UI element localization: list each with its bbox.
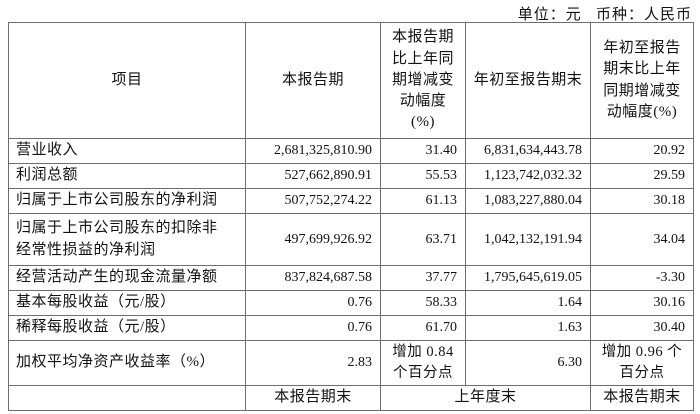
item-label-cell: 加权平均净资产收益率（%）: [8, 340, 246, 386]
value-cell: 30.16: [590, 290, 694, 316]
table-row: 营业收入 2,681,325,810.90 31.40 6,831,634,443.7…: [8, 138, 694, 164]
value-cell: 837,824,687.58: [245, 265, 381, 291]
value-cell: 6,831,634,443.78: [465, 138, 591, 164]
item-label-cell: 利润总额: [8, 163, 246, 189]
column-header-current-period-yoy-change: 本报告期 比上年同 期增减变 动幅度 (%): [380, 22, 466, 139]
value-cell: 20.92: [590, 138, 694, 164]
value-cell: 1.64: [465, 290, 591, 316]
value-cell: 63.71: [380, 213, 466, 266]
column-header-item: 项目: [8, 22, 246, 139]
secondary-header-row: 本报告期末 上年度末 本报告期末: [8, 385, 694, 411]
value-cell: 增加 0.96 个 百分点: [590, 340, 694, 386]
item-label-cell: 归属于上市公司股东的扣除非 经常性损益的净利润: [8, 213, 246, 266]
footer-empty-cell: [8, 385, 246, 411]
value-cell: 1,042,132,191.94: [465, 213, 591, 266]
value-cell: 30.40: [590, 315, 694, 341]
value-cell: 2,681,325,810.90: [245, 138, 381, 164]
value-cell: 507,752,274.22: [245, 188, 381, 214]
column-header-year-to-date: 年初至报告期末: [465, 22, 591, 139]
value-cell: 1,795,645,619.05: [465, 265, 591, 291]
value-cell: 497,699,926.92: [245, 213, 381, 266]
value-cell: 30.18: [590, 188, 694, 214]
value-cell: 0.76: [245, 290, 381, 316]
value-cell: 31.40: [380, 138, 466, 164]
footer-prior-year-end: 上年度末: [380, 385, 591, 411]
table-row: 加权平均净资产收益率（%） 2.83 增加 0.84 个百分点 6.30 增加 0.96…: [8, 340, 694, 386]
item-label-cell: 归属于上市公司股东的净利润: [8, 188, 246, 214]
value-cell: 37.77: [380, 265, 466, 291]
value-cell: 58.33: [380, 290, 466, 316]
value-cell: 527,662,890.91: [245, 163, 381, 189]
item-label-cell: 经营活动产生的现金流量净额: [8, 265, 246, 291]
value-cell: 1.63: [465, 315, 591, 341]
table-row: 基本每股收益（元/股） 0.76 58.33 1.64 30.16: [8, 290, 694, 316]
value-cell: 29.59: [590, 163, 694, 189]
item-label-cell: 营业收入: [8, 138, 246, 164]
value-cell: 增加 0.84 个百分点: [380, 340, 466, 386]
table-footer: 本报告期末 上年度末 本报告期末: [8, 385, 694, 411]
value-cell: 0.76: [245, 315, 381, 341]
footer-current-period-end-right: 本报告期末: [590, 385, 694, 411]
column-header-current-period: 本报告期: [245, 22, 381, 139]
header-row: 项目 本报告期 本报告期 比上年同 期增减变 动幅度 (%) 年初至报告期末 年…: [8, 22, 694, 139]
unit-currency-label: 单位：元 币种：人民币: [517, 7, 692, 23]
table-header: 项目 本报告期 本报告期 比上年同 期增减变 动幅度 (%) 年初至报告期末 年…: [8, 22, 694, 139]
value-cell: 61.70: [380, 315, 466, 341]
key-financial-data-table: 项目 本报告期 本报告期 比上年同 期增减变 动幅度 (%) 年初至报告期末 年…: [8, 22, 694, 411]
value-cell: 61.13: [380, 188, 466, 214]
table-row: 稀释每股收益（元/股） 0.76 61.70 1.63 30.40: [8, 315, 694, 341]
value-cell: 34.04: [590, 213, 694, 266]
footer-current-period-end: 本报告期末: [245, 385, 381, 411]
table-body: 营业收入 2,681,325,810.90 31.40 6,831,634,443.7…: [8, 138, 694, 386]
column-header-year-to-date-yoy-change: 年初至报告 期末比上年 同期增减变 动幅度(%): [590, 22, 694, 139]
table-row: 归属于上市公司股东的净利润 507,752,274.22 61.13 1,083,22…: [8, 188, 694, 214]
table-row: 归属于上市公司股东的扣除非 经常性损益的净利润 497,699,926.92 63.…: [8, 213, 694, 266]
value-cell: 1,123,742,032.32: [465, 163, 591, 189]
value-cell: 55.53: [380, 163, 466, 189]
value-cell: 6.30: [465, 340, 591, 386]
item-label-cell: 基本每股收益（元/股）: [8, 290, 246, 316]
table-row: 经营活动产生的现金流量净额 837,824,687.58 37.77 1,795,64…: [8, 265, 694, 291]
value-cell: -3.30: [590, 265, 694, 291]
value-cell: 1,083,227,880.04: [465, 188, 591, 214]
table-row: 利润总额 527,662,890.91 55.53 1,123,742,032.32 2…: [8, 163, 694, 189]
value-cell: 2.83: [245, 340, 381, 386]
item-label-cell: 稀释每股收益（元/股）: [8, 315, 246, 341]
